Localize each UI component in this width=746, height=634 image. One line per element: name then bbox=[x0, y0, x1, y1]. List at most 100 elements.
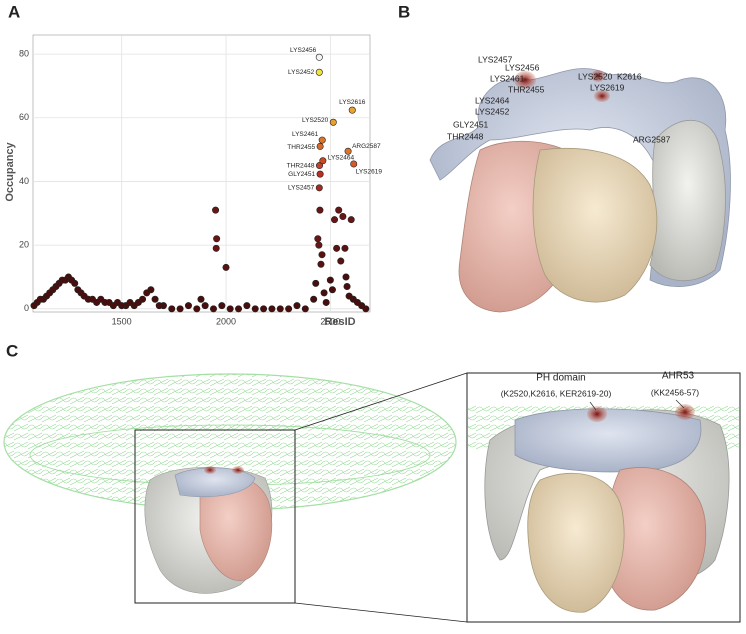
data-point bbox=[317, 260, 325, 268]
panel-label: A bbox=[8, 2, 20, 21]
data-point bbox=[316, 206, 324, 214]
residue-label: ARG2587 bbox=[633, 134, 671, 144]
point-label: THR2455 bbox=[287, 144, 315, 151]
data-point bbox=[344, 147, 352, 155]
residue-label: K2616 bbox=[617, 71, 642, 81]
residue-label: LYS2461 bbox=[490, 73, 525, 83]
y-tick-label: 60 bbox=[19, 112, 29, 122]
data-point bbox=[251, 305, 259, 313]
zoom-box bbox=[134, 429, 296, 604]
residue-label: THR2448 bbox=[447, 131, 484, 141]
data-point bbox=[212, 244, 220, 252]
data-point bbox=[350, 160, 358, 168]
data-point bbox=[201, 302, 209, 310]
data-point bbox=[310, 295, 318, 303]
residue-label: LYS2456 bbox=[505, 62, 540, 72]
data-point bbox=[176, 305, 184, 313]
annotation-title: PH domain bbox=[536, 373, 585, 384]
point-label: LYS2456 bbox=[290, 47, 317, 54]
data-point bbox=[226, 305, 234, 313]
x-tick-label: 1500 bbox=[112, 316, 132, 326]
data-point bbox=[74, 286, 82, 294]
data-point bbox=[312, 279, 320, 287]
data-point bbox=[293, 302, 301, 310]
data-point bbox=[314, 235, 322, 243]
annotation-detail: (KK2456-57) bbox=[651, 387, 699, 397]
data-point bbox=[315, 241, 323, 249]
y-tick-label: 40 bbox=[19, 176, 29, 186]
data-point bbox=[235, 305, 243, 313]
data-point bbox=[328, 286, 336, 294]
data-point bbox=[168, 305, 176, 313]
panel-label: C bbox=[6, 341, 18, 360]
annotation-title: AHR53 bbox=[662, 371, 695, 382]
protein-structure bbox=[429, 68, 731, 313]
residue-label: LYS2452 bbox=[475, 106, 510, 116]
data-point bbox=[316, 170, 324, 178]
data-point bbox=[345, 292, 353, 300]
panel-label: B bbox=[398, 2, 410, 21]
data-point bbox=[143, 289, 151, 297]
data-point bbox=[315, 53, 323, 61]
data-point bbox=[260, 305, 268, 313]
point-label: LYS2464 bbox=[328, 154, 355, 161]
data-point bbox=[343, 283, 351, 291]
point-label: LYS2520 bbox=[302, 117, 329, 124]
point-label: LYS2452 bbox=[288, 69, 315, 76]
residue-label: THR2455 bbox=[508, 84, 545, 94]
x-axis-title: ResID bbox=[324, 316, 355, 328]
residue-label: LYS2464 bbox=[475, 95, 510, 105]
point-label: LYS2461 bbox=[292, 131, 319, 138]
data-point bbox=[285, 305, 293, 313]
data-point bbox=[331, 216, 339, 224]
data-point bbox=[329, 118, 337, 126]
data-point bbox=[155, 302, 163, 310]
data-point bbox=[341, 244, 349, 252]
y-tick-label: 0 bbox=[24, 303, 29, 313]
data-point bbox=[30, 302, 38, 310]
point-label: LYS2457 bbox=[288, 185, 315, 192]
residue-label: LYS2520 bbox=[578, 71, 613, 81]
data-point bbox=[151, 295, 159, 303]
data-point bbox=[243, 302, 251, 310]
point-label: GLY2451 bbox=[288, 171, 315, 178]
data-point bbox=[316, 142, 324, 150]
data-point bbox=[322, 298, 330, 306]
data-point bbox=[197, 295, 205, 303]
data-point bbox=[222, 263, 230, 271]
data-point bbox=[348, 106, 356, 114]
y-tick-label: 80 bbox=[19, 48, 29, 58]
data-point bbox=[339, 212, 347, 220]
point-label: ARG2587 bbox=[352, 143, 381, 150]
data-point bbox=[337, 257, 345, 265]
x-tick-label: 2500 bbox=[320, 316, 340, 326]
data-point bbox=[315, 184, 323, 192]
annotation-detail: (K2520,K2616, KER2619-20) bbox=[501, 388, 612, 398]
plot-frame bbox=[32, 34, 371, 313]
data-point bbox=[184, 302, 192, 310]
membrane-view bbox=[3, 372, 741, 623]
data-point bbox=[316, 162, 324, 170]
residue-label: LYS2619 bbox=[590, 82, 625, 92]
data-point bbox=[218, 302, 226, 310]
data-point bbox=[213, 235, 221, 243]
data-point bbox=[342, 273, 350, 281]
scatter-plot: Occupancy ResID 0 20 40 60 80 1500 2000 2500 LYS… bbox=[4, 34, 383, 328]
y-axis-title: Occupancy bbox=[4, 141, 16, 201]
point-label: THR2448 bbox=[287, 162, 315, 169]
point-label: LYS2619 bbox=[356, 169, 383, 176]
residue-label: LYS2457 bbox=[478, 54, 513, 64]
data-point bbox=[320, 289, 328, 297]
x-tick-label: 2000 bbox=[216, 316, 236, 326]
data-point bbox=[212, 206, 220, 214]
y-tick-label: 20 bbox=[19, 240, 29, 250]
data-point bbox=[318, 251, 326, 259]
data-point bbox=[193, 305, 201, 313]
data-point bbox=[268, 305, 276, 313]
data-point bbox=[318, 136, 326, 144]
data-point bbox=[315, 68, 323, 76]
data-point bbox=[335, 206, 343, 214]
data-point bbox=[319, 157, 327, 165]
residue-label: GLY2451 bbox=[453, 119, 489, 129]
